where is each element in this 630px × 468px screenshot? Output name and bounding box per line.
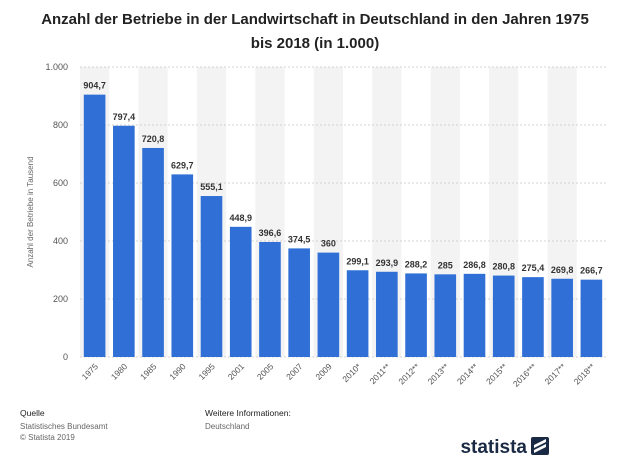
value-label: 374,5 <box>288 234 311 244</box>
bar <box>551 278 573 357</box>
y-tick-label: 1.000 <box>45 62 68 72</box>
copyright: © Statista 2019 <box>20 433 75 442</box>
value-label: 285 <box>438 260 453 270</box>
x-tick-label: 2011** <box>368 361 393 386</box>
bar <box>463 273 486 357</box>
x-tick-label: 2017** <box>542 361 568 387</box>
x-tick-label: 2013** <box>426 361 452 387</box>
value-label: 275,4 <box>522 263 545 273</box>
value-label: 293,9 <box>376 258 399 268</box>
x-tick-label: 2016*** <box>511 361 539 389</box>
bar <box>83 94 106 358</box>
x-tick-label: 2009 <box>313 361 334 382</box>
x-tick-label: 1980 <box>109 361 130 382</box>
value-label: 396,6 <box>259 228 282 238</box>
value-label: 720,8 <box>142 134 165 144</box>
x-tick-label: 1995 <box>196 361 217 382</box>
value-label: 629,7 <box>171 160 194 170</box>
x-tick-label: 2014** <box>455 361 481 387</box>
x-tick-label: 2018** <box>572 361 598 387</box>
bar <box>580 279 603 357</box>
bar <box>259 241 281 357</box>
x-tick-label: 1985 <box>138 361 159 382</box>
bar <box>405 273 427 357</box>
value-label: 797,4 <box>113 112 136 122</box>
bar <box>113 125 135 357</box>
x-tick-label: 2007 <box>284 361 305 382</box>
value-label: 555,1 <box>200 182 223 192</box>
bar <box>317 252 340 357</box>
bar <box>376 271 398 357</box>
value-label: 288,2 <box>405 259 428 269</box>
bar <box>346 270 369 357</box>
logo-text: statista <box>460 437 527 458</box>
y-tick-label: 200 <box>53 294 68 304</box>
y-tick-label: 0 <box>63 352 68 362</box>
value-label: 269,8 <box>551 265 574 275</box>
value-label: 280,8 <box>492 262 515 272</box>
y-tick-label: 600 <box>53 178 68 188</box>
y-tick-label: 800 <box>53 120 68 130</box>
logo-icon <box>531 437 549 455</box>
source-heading: Quelle <box>20 408 45 418</box>
value-label: 266,7 <box>580 266 603 276</box>
x-tick-label: 2001 <box>226 361 247 382</box>
bar <box>288 248 310 357</box>
y-tick-label: 400 <box>53 236 68 246</box>
x-tick-label: 1975 <box>80 361 101 382</box>
value-label: 448,9 <box>229 213 252 223</box>
x-tick-label: 2010* <box>340 361 363 384</box>
source: Statistisches Bundesamt <box>20 422 108 431</box>
bar <box>522 277 544 357</box>
bar <box>434 274 457 357</box>
info: Deutschland <box>205 422 249 431</box>
bar <box>142 147 164 357</box>
bar <box>492 275 515 357</box>
x-tick-label: 2015** <box>484 361 510 387</box>
info-heading: Weitere Informationen: <box>205 408 291 418</box>
bar <box>229 226 252 357</box>
x-tick-label: 2005 <box>255 361 276 382</box>
bar <box>200 196 223 357</box>
y-axis-label: Anzahl der Betriebe in Tausend <box>26 156 35 267</box>
bar <box>171 174 194 357</box>
x-tick-label: 1990 <box>167 361 188 382</box>
value-label: 299,1 <box>346 256 369 266</box>
value-label: 360 <box>321 239 336 249</box>
value-label: 904,7 <box>83 81 106 91</box>
value-label: 286,8 <box>463 260 486 270</box>
x-tick-label: 2012** <box>396 361 422 387</box>
chart-title: Anzahl der Betriebe in der Landwirtschaf… <box>41 11 589 52</box>
